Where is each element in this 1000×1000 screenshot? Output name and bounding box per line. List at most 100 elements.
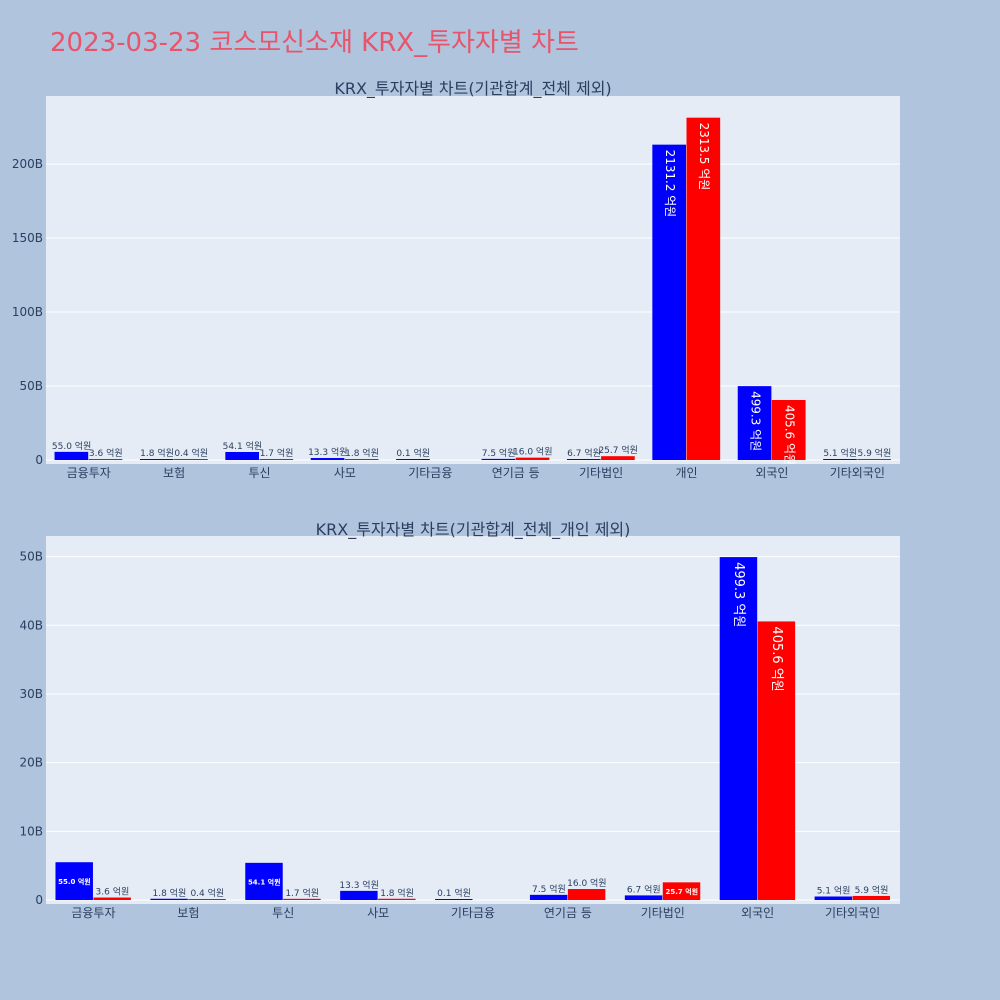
x-tick-label: 보험 [163,466,185,480]
bar [150,898,188,900]
data-label: 1.7 억원 [285,887,319,899]
bar [515,457,550,460]
data-label: 5.1 억원 [823,447,857,459]
data-label: 0.1 억원 [396,447,430,459]
x-tick-label: 기타외국인 [830,466,885,480]
bar [259,459,294,460]
bar [601,456,635,460]
x-tick-label: 기타외국인 [825,906,880,920]
data-label: 3.6 억원 [96,886,130,898]
data-label: 499.3 억원 [748,391,762,451]
bar [814,896,853,900]
data-label: 1.8 억원 [152,887,186,899]
x-tick-label: 기타금융 [408,466,452,480]
data-label: 1.8 억원 [140,447,174,459]
x-tick-label: 사모 [334,466,356,480]
x-tick-label: 사모 [367,906,389,920]
x-tick-label: 기타금융 [451,906,495,920]
bar [340,890,378,900]
bar [174,459,208,460]
data-label: 1.7 억원 [260,447,294,459]
bar [686,117,721,460]
x-tick-label: 외국인 [755,466,788,480]
x-tick-label: 연기금 등 [492,466,540,480]
x-tick-label: 기타법인 [641,906,685,920]
data-label: 25.7 억원 [598,444,637,456]
data-label: 405.6 억원 [782,405,796,465]
y-tick-label: 30B [19,687,43,701]
bar [737,386,772,460]
y-tick-label: 40B [19,618,43,632]
bar [55,862,93,900]
bar [719,557,758,900]
y-tick-label: 20B [19,756,43,770]
bar [54,451,89,460]
bar [662,882,701,900]
bar [852,895,891,900]
data-label: 55.0 억원 [58,877,91,886]
x-tick-label: 금융투자 [67,466,111,480]
bar [225,451,259,460]
data-label: 0.4 억원 [174,447,208,459]
bar [857,459,891,460]
x-tick-label: 외국인 [741,906,774,920]
chart-2: 0 10B 20B 30B 40B 50B KRX_투자자별 차트(기관합계_전체_개인 제… [19,520,900,920]
data-label: 0.1 억원 [437,887,471,899]
data-label: 499.3 억원 [731,562,746,627]
data-label: 5.9 억원 [855,884,889,896]
x-tick-label: 기타법인 [579,466,623,480]
bar [245,862,283,900]
x-tick-label: 투신 [272,906,294,920]
data-label: 2313.5 억원 [697,123,711,191]
bar [188,899,226,900]
bar [652,144,686,460]
data-label: 0.4 억원 [190,887,224,899]
chart-1: 0 50B 100B 150B 200B KRX_투자자별 차트(기관합계_전체 제외) 금… [12,79,900,480]
data-label: 13.3 억원 [308,446,347,458]
data-label: 6.7 억원 [567,447,601,459]
chart-title: KRX_투자자별 차트(기관합계_전체 제외) [334,79,611,99]
bar [435,899,473,900]
bar [88,459,123,460]
bar [139,459,174,460]
y-tick-label: 100B [12,305,43,319]
y-tick-label: 50B [19,550,43,564]
bar [529,894,568,900]
bar [396,459,430,460]
chart-title: KRX_투자자별 차트(기관합계_전체_개인 제외) [316,520,631,540]
bar [624,895,663,900]
bar [771,399,806,460]
y-tick-label: 0 [35,893,43,907]
bar [93,897,131,900]
bar [378,898,416,900]
page-title: 2023-03-23 코스모신소재 KRX_투자자별 차트 [50,28,579,58]
data-label: 16.0 억원 [513,446,552,458]
y-tick-label: 50B [19,379,43,393]
data-label: 6.7 억원 [627,883,661,895]
data-label: 25.7 억원 [665,887,698,896]
data-label: 405.6 억원 [769,626,784,691]
y-tick-label: 150B [12,231,43,245]
data-label: 3.6 억원 [89,447,123,459]
data-label: 1.8 억원 [380,887,414,899]
data-label: 7.5 억원 [482,447,516,459]
x-tick-label: 보험 [177,906,199,920]
data-label: 54.1 억원 [248,877,281,886]
bar [344,459,379,460]
bar [757,621,796,900]
x-tick-label: 연기금 등 [544,906,592,920]
data-label: 16.0 억원 [567,877,606,889]
data-label: 13.3 억원 [339,879,378,891]
bar [283,898,321,900]
bar [823,459,857,460]
y-tick-label: 0 [35,453,43,467]
bar [566,459,601,460]
bar [310,458,345,460]
bar [567,889,606,900]
x-tick-label: 투신 [248,466,270,480]
x-tick-label: 금융투자 [71,906,115,920]
data-label: 7.5 억원 [532,883,566,895]
data-label: 55.0 억원 [52,440,91,452]
y-tick-label: 10B [19,824,43,838]
